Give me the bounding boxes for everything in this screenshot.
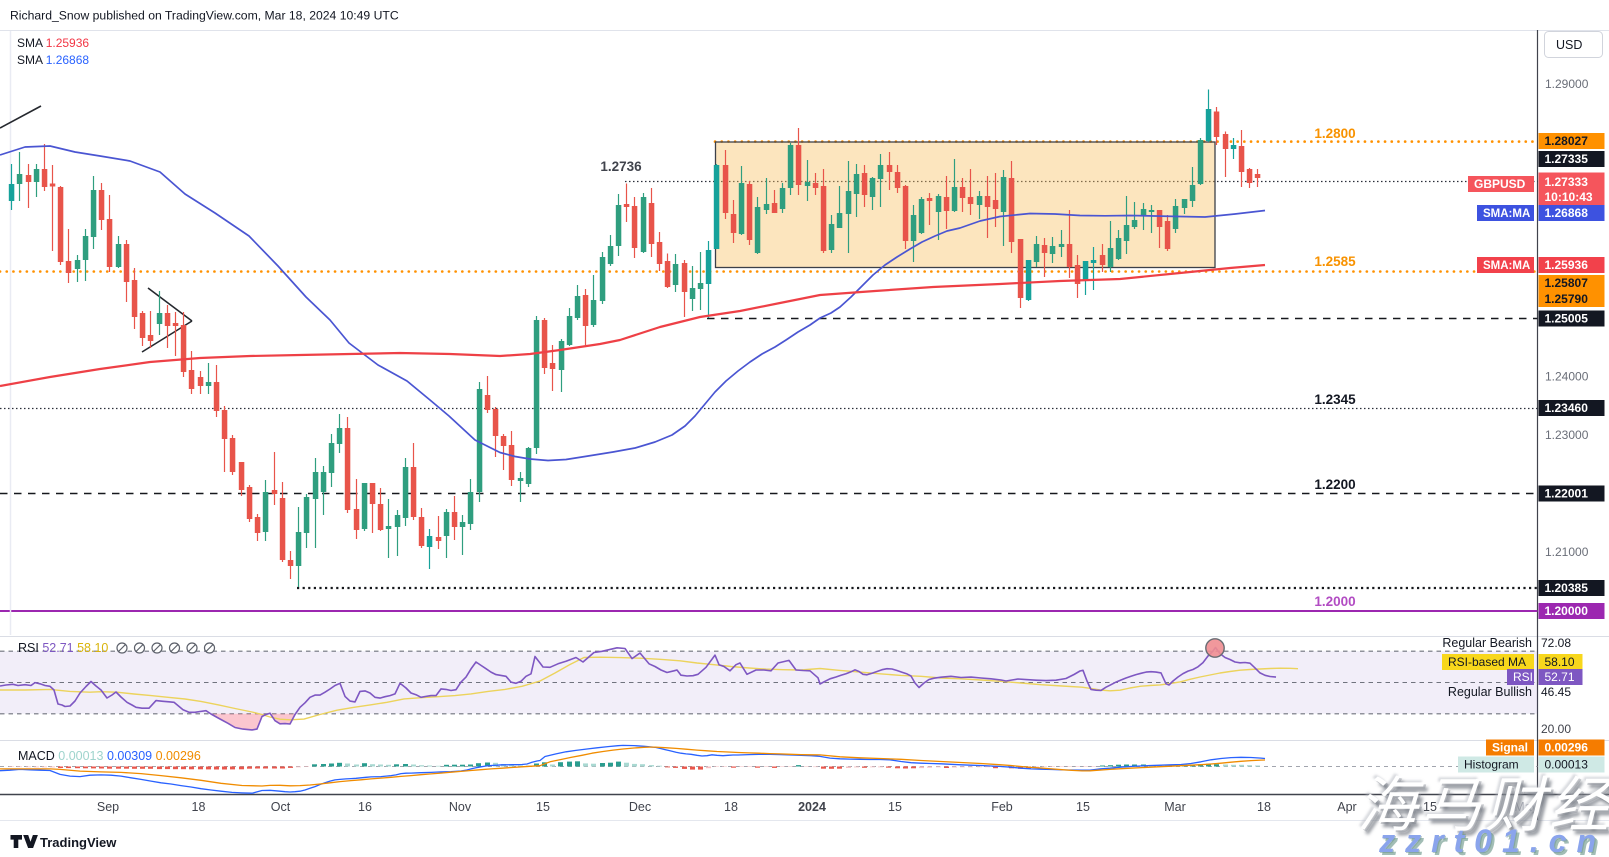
svg-text:2024: 2024 [798,800,826,814]
svg-text:RSI 52.71 58.10: RSI 52.71 58.10 [18,641,108,655]
svg-text:Sep: Sep [97,800,119,814]
svg-text:1.25807: 1.25807 [1545,276,1589,290]
svg-text:1.20385: 1.20385 [1545,581,1589,595]
svg-text:58.10: 58.10 [1545,655,1575,669]
svg-text:1.24000: 1.24000 [1545,370,1589,384]
svg-text:SMA:MA: SMA:MA [1483,260,1530,272]
svg-text:52.71: 52.71 [1545,670,1575,684]
svg-text:16: 16 [358,800,372,814]
svg-text:15: 15 [536,800,550,814]
svg-text:1.23460: 1.23460 [1545,401,1589,415]
svg-text:18: 18 [1257,800,1271,814]
svg-text:SMA:MA: SMA:MA [1483,208,1530,220]
svg-text:18: 18 [192,800,206,814]
svg-text:Signal: Signal [1492,741,1528,755]
svg-text:Regular Bearish: Regular Bearish [1442,636,1532,650]
svg-text:1.25936: 1.25936 [1545,258,1589,272]
svg-text:15: 15 [1423,800,1437,814]
svg-text:1.23000: 1.23000 [1545,428,1589,442]
svg-text:46.45: 46.45 [1541,685,1571,699]
svg-text:15: 15 [1076,800,1090,814]
svg-text:1.2345: 1.2345 [1314,392,1356,407]
svg-text:Feb: Feb [991,800,1013,814]
svg-text:May: May [1514,800,1538,814]
svg-text:SMA 1.25936: SMA 1.25936 [17,36,89,50]
svg-text:RSI-based MA: RSI-based MA [1448,655,1526,669]
svg-text:1.2585: 1.2585 [1314,254,1356,269]
svg-text:Apr: Apr [1337,800,1356,814]
svg-text:1.2000: 1.2000 [1314,594,1355,609]
svg-text:72.08: 72.08 [1541,636,1571,650]
svg-text:TradingView: TradingView [40,835,117,850]
svg-text:Regular Bullish: Regular Bullish [1448,685,1532,699]
svg-text:1.2800: 1.2800 [1314,126,1355,141]
svg-text:1.25790: 1.25790 [1545,292,1589,306]
svg-text:GBPUSD: GBPUSD [1474,177,1526,191]
svg-text:1.25005: 1.25005 [1545,312,1589,326]
svg-text:1.2736: 1.2736 [600,159,642,174]
svg-text:Oct: Oct [271,800,291,814]
svg-text:1.27333: 1.27333 [1545,175,1589,189]
svg-text:SMA 1.26868: SMA 1.26868 [17,53,89,67]
svg-text:RSI: RSI [1513,670,1533,684]
svg-text:15: 15 [888,800,902,814]
svg-text:USD: USD [1556,38,1582,52]
svg-text:Mar: Mar [1164,800,1186,814]
svg-text:Richard_Snow published on Trad: Richard_Snow published on TradingView.co… [10,9,399,23]
svg-text:Dec: Dec [629,800,651,814]
svg-text:0.00013: 0.00013 [1545,758,1589,772]
svg-text:MACD 0.00013 0.00309 0.00296: MACD 0.00013 0.00309 0.00296 [18,749,201,763]
svg-text:18: 18 [724,800,738,814]
svg-text:1.21000: 1.21000 [1545,545,1589,559]
svg-text:1.27335: 1.27335 [1545,152,1589,166]
svg-text:Histogram: Histogram [1464,758,1519,772]
svg-text:10:10:43: 10:10:43 [1545,190,1593,204]
svg-text:1.2200: 1.2200 [1314,477,1355,492]
svg-text:1.20000: 1.20000 [1545,604,1589,618]
svg-text:1.29000: 1.29000 [1545,77,1589,91]
svg-text:Nov: Nov [449,800,472,814]
svg-text:20.00: 20.00 [1541,722,1571,736]
svg-text:1.22001: 1.22001 [1545,487,1589,501]
svg-text:1.28027: 1.28027 [1545,134,1589,148]
svg-text:0.00296: 0.00296 [1545,741,1589,755]
svg-text:1.26868: 1.26868 [1545,206,1589,220]
